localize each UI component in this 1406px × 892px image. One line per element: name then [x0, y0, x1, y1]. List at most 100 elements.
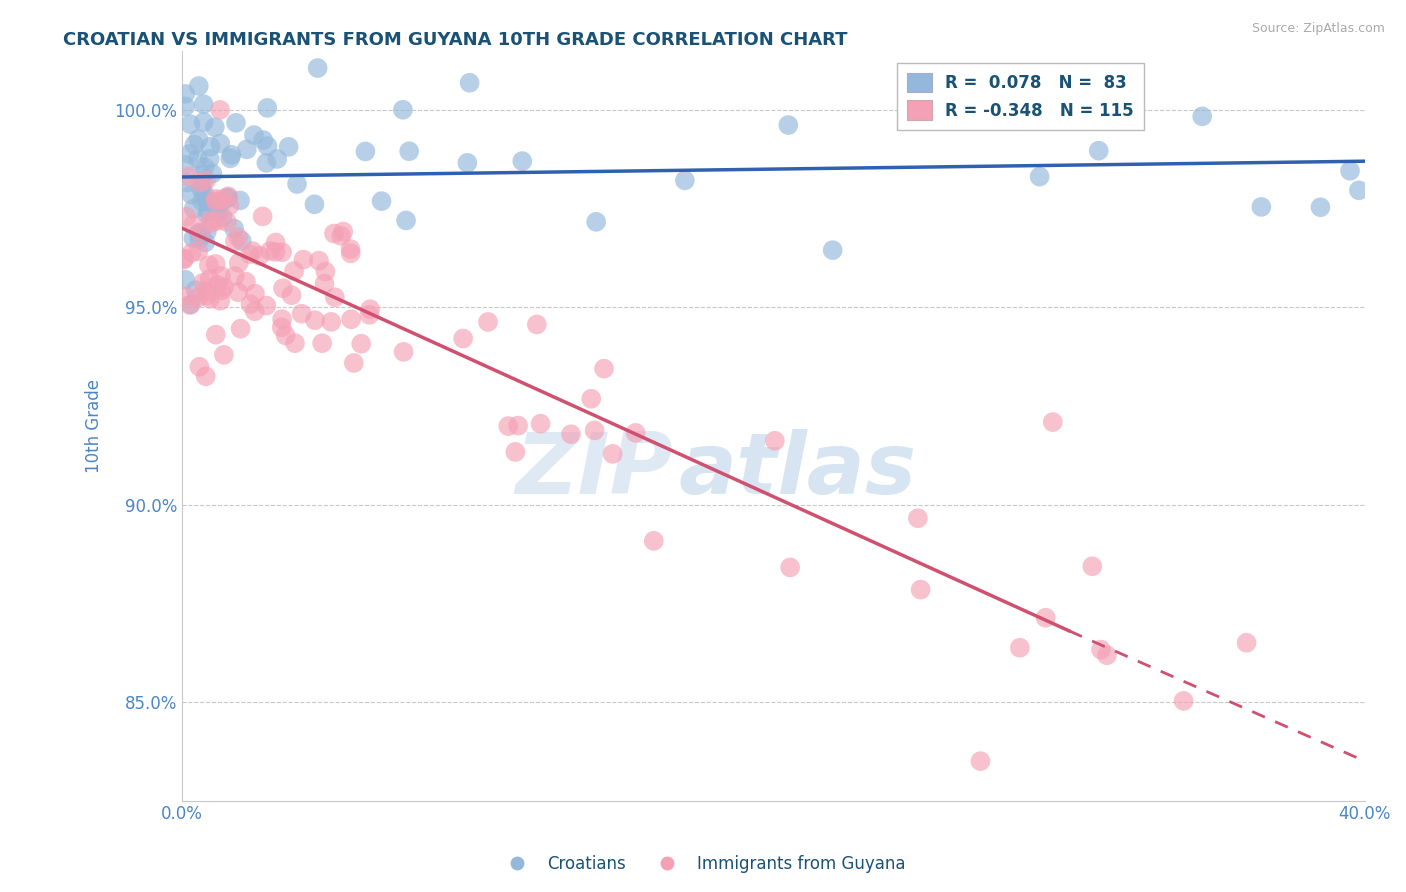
Point — [1191, 109, 1213, 123]
Point — [243, 128, 266, 142]
Point — [1348, 183, 1371, 197]
Point — [969, 754, 991, 768]
Point — [198, 292, 221, 306]
Point — [217, 189, 239, 203]
Point — [188, 359, 211, 374]
Point — [398, 145, 420, 159]
Point — [201, 167, 224, 181]
Point — [201, 216, 224, 230]
Point — [451, 331, 474, 345]
Point — [179, 147, 201, 161]
Point — [1173, 694, 1195, 708]
Point — [560, 427, 582, 442]
Point — [187, 291, 209, 305]
Point — [195, 288, 218, 302]
Legend: Croatians, Immigrants from Guyana: Croatians, Immigrants from Guyana — [494, 848, 912, 880]
Point — [256, 139, 278, 153]
Point — [359, 308, 381, 322]
Point — [187, 226, 209, 240]
Point — [283, 264, 305, 278]
Point — [181, 218, 204, 232]
Point — [314, 264, 336, 278]
Point — [176, 176, 198, 190]
Point — [1042, 415, 1064, 429]
Point — [194, 369, 217, 384]
Point — [277, 140, 299, 154]
Point — [193, 115, 215, 129]
Point — [188, 226, 211, 240]
Point — [243, 286, 266, 301]
Point — [183, 202, 205, 216]
Point — [330, 228, 353, 243]
Point — [195, 194, 218, 208]
Point — [212, 280, 235, 294]
Point — [187, 152, 209, 166]
Point — [187, 244, 209, 259]
Point — [256, 101, 278, 115]
Point — [195, 224, 218, 238]
Point — [190, 227, 212, 242]
Point — [180, 245, 202, 260]
Point — [477, 315, 499, 329]
Point — [209, 136, 232, 151]
Point — [204, 257, 226, 271]
Point — [219, 151, 242, 165]
Point — [207, 213, 229, 227]
Point — [763, 434, 786, 448]
Point — [1008, 640, 1031, 655]
Point — [226, 230, 249, 244]
Point — [526, 318, 548, 332]
Point — [239, 297, 262, 311]
Point — [314, 277, 336, 291]
Point — [204, 194, 226, 209]
Point — [212, 348, 235, 362]
Point — [207, 278, 229, 293]
Point — [392, 103, 415, 117]
Point — [200, 140, 222, 154]
Point — [229, 321, 252, 335]
Point — [174, 99, 197, 113]
Point — [583, 424, 606, 438]
Point — [177, 169, 200, 184]
Point — [211, 193, 233, 207]
Point — [343, 356, 366, 370]
Point — [332, 225, 354, 239]
Point — [292, 252, 315, 267]
Point — [458, 76, 481, 90]
Point — [1090, 642, 1112, 657]
Point — [198, 152, 221, 166]
Point — [304, 313, 326, 327]
Point — [197, 204, 219, 219]
Point — [1309, 200, 1331, 214]
Point — [198, 272, 221, 286]
Point — [529, 417, 551, 431]
Point — [174, 273, 197, 287]
Point — [207, 206, 229, 220]
Point — [193, 97, 215, 112]
Point — [581, 392, 603, 406]
Y-axis label: 10th Grade: 10th Grade — [86, 378, 103, 473]
Point — [187, 132, 209, 146]
Point — [228, 256, 250, 270]
Point — [350, 336, 373, 351]
Point — [198, 258, 221, 272]
Point — [221, 148, 243, 162]
Point — [236, 142, 259, 156]
Point — [359, 302, 381, 317]
Point — [229, 194, 252, 208]
Point — [585, 215, 607, 229]
Point — [1028, 169, 1050, 184]
Point — [321, 315, 343, 329]
Point — [218, 198, 240, 212]
Point — [188, 232, 211, 246]
Point — [174, 289, 197, 303]
Point — [280, 288, 302, 302]
Point — [266, 152, 288, 166]
Point — [179, 117, 201, 131]
Point — [1250, 200, 1272, 214]
Point — [323, 290, 346, 304]
Point — [197, 194, 219, 209]
Point — [291, 307, 314, 321]
Point — [195, 207, 218, 221]
Point — [217, 191, 239, 205]
